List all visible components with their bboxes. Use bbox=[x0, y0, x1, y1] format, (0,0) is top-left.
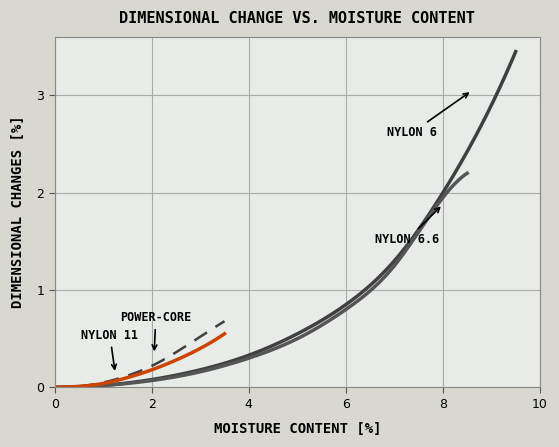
X-axis label: MOISTURE CONTENT [%]: MOISTURE CONTENT [%] bbox=[214, 422, 381, 436]
Y-axis label: DIMENSIONAL CHANGES [%]: DIMENSIONAL CHANGES [%] bbox=[11, 116, 25, 308]
Text: POWER-CORE: POWER-CORE bbox=[120, 311, 191, 350]
Text: NYLON 11: NYLON 11 bbox=[81, 329, 138, 369]
Text: NYLON 6.6: NYLON 6.6 bbox=[375, 208, 439, 246]
Text: NYLON 6: NYLON 6 bbox=[387, 93, 468, 139]
Title: DIMENSIONAL CHANGE VS. MOISTURE CONTENT: DIMENSIONAL CHANGE VS. MOISTURE CONTENT bbox=[120, 11, 475, 26]
